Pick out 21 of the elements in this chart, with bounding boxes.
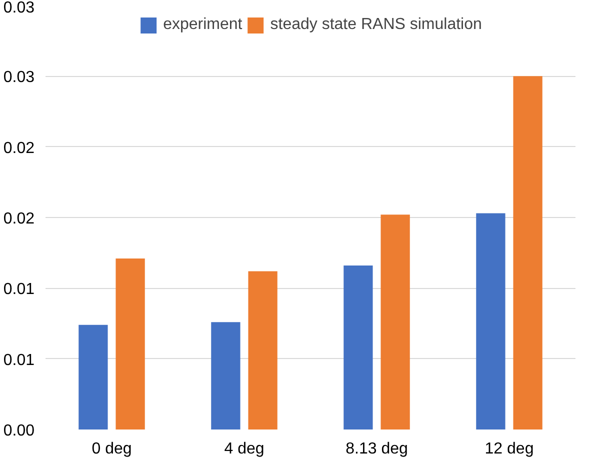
- legend-label: steady state RANS simulation: [270, 16, 482, 34]
- y-tick-label: 0.01: [3, 281, 35, 298]
- bar: [211, 322, 240, 430]
- y-tick-label: 0.02: [3, 210, 35, 228]
- bar: [476, 213, 506, 430]
- y-tick-label: 0.00: [3, 422, 35, 440]
- bar: [513, 76, 542, 430]
- legend-label: experiment: [163, 16, 242, 34]
- bar: [78, 324, 108, 430]
- y-tick-label: 0.01: [3, 352, 35, 369]
- x-tick-label: 8.13 deg: [346, 440, 408, 458]
- y-tick-label: 0.03: [3, 69, 35, 86]
- x-tick-label: 0 deg: [92, 440, 132, 458]
- y-tick-label: 0.02: [3, 140, 35, 157]
- bar: [380, 214, 410, 430]
- bar: [248, 271, 278, 430]
- x-tick-label: 4 deg: [224, 440, 264, 458]
- x-tick-label: 12 deg: [484, 440, 534, 458]
- bar: [344, 266, 373, 430]
- y-tick-label: 0.03: [3, 0, 35, 16]
- bar: [116, 258, 145, 430]
